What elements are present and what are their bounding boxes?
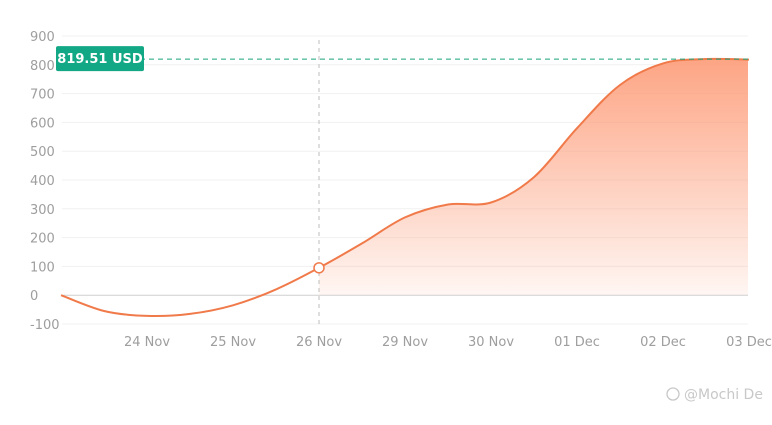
- y-axis-ticks: 900 800 700 600 500 400 300 200 100 0 -100: [30, 30, 60, 333]
- watermark-logo-icon: [666, 387, 680, 401]
- x-tick-label: 29 Nov: [382, 335, 428, 350]
- x-tick-label: 26 Nov: [296, 335, 342, 350]
- series-line: [60, 57, 750, 318]
- watermark-text: @Mochi De: [684, 387, 763, 403]
- x-tick-label: 01 Dec: [554, 335, 600, 350]
- x-tick-label: 30 Nov: [468, 335, 514, 350]
- y-tick-label: 200: [30, 232, 55, 247]
- y-tick-label: 100: [30, 260, 55, 275]
- x-tick-label: 02 Dec: [640, 335, 686, 350]
- watermark: @Mochi De: [666, 387, 763, 403]
- current-price-badge: [56, 46, 144, 72]
- y-tick-label: 500: [30, 145, 55, 160]
- x-tick-label: 24 Nov: [124, 335, 170, 350]
- y-tick-label: -100: [30, 318, 60, 333]
- y-tick-label: 0: [30, 289, 38, 304]
- y-tick-label: 700: [30, 88, 55, 103]
- area-fill: [319, 58, 748, 296]
- y-tick-label: 900: [30, 30, 55, 45]
- y-tick-label: 800: [30, 59, 55, 74]
- x-axis-ticks: 24 Nov 25 Nov 26 Nov 29 Nov 30 Nov 01 Dec 02 D…: [124, 335, 772, 350]
- y-tick-label: 600: [30, 116, 55, 131]
- x-tick-label: 25 Nov: [210, 335, 256, 350]
- current-price-label: 819.51 USD: [57, 52, 143, 67]
- y-tick-label: 300: [30, 203, 55, 218]
- y-tick-label: 400: [30, 174, 55, 189]
- highlight-point: [313, 262, 325, 274]
- x-tick-label: 03 Dec: [726, 335, 772, 350]
